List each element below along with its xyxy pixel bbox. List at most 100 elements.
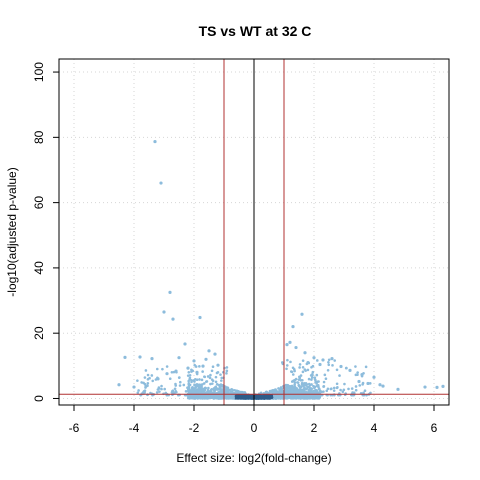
data-point-cloud (196, 373, 199, 376)
data-point-spread (195, 384, 198, 387)
data-point (300, 313, 303, 316)
data-point-spread (356, 371, 359, 374)
data-point (177, 356, 180, 359)
data-point-cloud (225, 388, 228, 391)
data-point (213, 352, 216, 355)
data-point-cloud (202, 397, 205, 400)
data-point-spread (286, 364, 289, 367)
data-point (294, 346, 297, 349)
data-point (381, 384, 384, 387)
data-point (285, 343, 288, 346)
data-point-spread (285, 367, 288, 370)
data-point-spread (147, 382, 150, 385)
data-point-spread (226, 370, 229, 373)
data-point-spread (339, 389, 342, 392)
data-point (423, 385, 426, 388)
data-point-spread (343, 389, 346, 392)
data-point-core (245, 396, 248, 399)
data-point-spread (292, 373, 295, 376)
data-point-cloud (301, 395, 304, 398)
data-point (183, 342, 186, 345)
data-point-cloud (203, 376, 206, 379)
data-point-cloud (310, 387, 313, 390)
data-point-spread (323, 381, 326, 384)
data-point (288, 341, 291, 344)
data-point (303, 351, 306, 354)
data-point (372, 376, 375, 379)
data-point-cloud (299, 397, 302, 400)
data-point-spread (204, 387, 207, 390)
data-point-spread (166, 365, 169, 368)
data-point-cloud (312, 371, 315, 374)
data-point-spread (328, 358, 331, 361)
data-point-spread (169, 377, 172, 380)
data-point-spread (369, 382, 372, 385)
data-point-spread (190, 370, 193, 373)
data-point-cloud (241, 391, 244, 394)
x-axis-label: Effect size: log2(fold-change) (176, 451, 331, 465)
data-point-spread (304, 387, 307, 390)
data-point-spread (281, 361, 284, 364)
data-point (348, 369, 351, 372)
data-point-spread (302, 371, 305, 374)
data-point (396, 388, 399, 391)
data-point (171, 318, 174, 321)
data-point-spread (307, 369, 310, 372)
data-point (435, 386, 438, 389)
data-point-cloud (214, 386, 217, 389)
data-point-spread (327, 363, 330, 366)
data-point-spread (187, 374, 190, 377)
data-point-spread (193, 380, 196, 383)
data-point-spread (327, 361, 330, 364)
data-point-spread (299, 377, 302, 380)
data-point-core (262, 394, 265, 397)
data-point-spread (186, 386, 189, 389)
data-point-spread (333, 387, 336, 390)
data-point-spread (336, 382, 339, 385)
data-point-spread (331, 364, 334, 367)
chart-title: TS vs WT at 32 C (199, 23, 312, 39)
data-point-spread (226, 366, 229, 369)
data-point-spread (307, 362, 310, 365)
data-point-cloud (287, 396, 290, 399)
data-point-spread (347, 388, 350, 391)
data-point (192, 359, 195, 362)
x-tick-label: 2 (311, 421, 318, 435)
data-point-spread (333, 389, 336, 392)
data-point-cloud (265, 391, 268, 394)
data-point-spread (311, 391, 314, 394)
data-point-spread (201, 383, 204, 386)
data-point-spread (286, 389, 289, 392)
data-point-spread (354, 365, 357, 368)
data-point-core (238, 395, 241, 398)
data-point-cloud (230, 391, 233, 394)
data-point-spread (196, 378, 199, 381)
data-point-spread (217, 384, 220, 387)
data-point-cloud (193, 387, 196, 390)
data-point-spread (343, 383, 346, 386)
data-point-spread (364, 389, 367, 392)
data-point (117, 383, 120, 386)
data-point-spread (310, 374, 313, 377)
data-point-spread (211, 382, 214, 385)
data-point-spread (345, 367, 348, 370)
data-point-cloud (210, 396, 213, 399)
data-point-cloud (189, 396, 192, 399)
data-point-spread (362, 372, 365, 375)
data-point-spread (292, 387, 295, 390)
data-point-cloud (215, 380, 218, 383)
data-point-spread (216, 388, 219, 391)
x-tick-label: 6 (431, 421, 438, 435)
data-point-spread (187, 371, 190, 374)
data-point-spread (355, 385, 358, 388)
data-point-cloud (297, 381, 300, 384)
data-point-spread (147, 378, 150, 381)
data-point-spread (197, 388, 200, 391)
data-point-cloud (272, 390, 275, 393)
data-point-spread (198, 378, 201, 381)
data-point-spread (322, 390, 325, 393)
data-point-cloud (193, 364, 196, 367)
data-point-spread (206, 391, 209, 394)
data-point-spread (175, 371, 178, 374)
